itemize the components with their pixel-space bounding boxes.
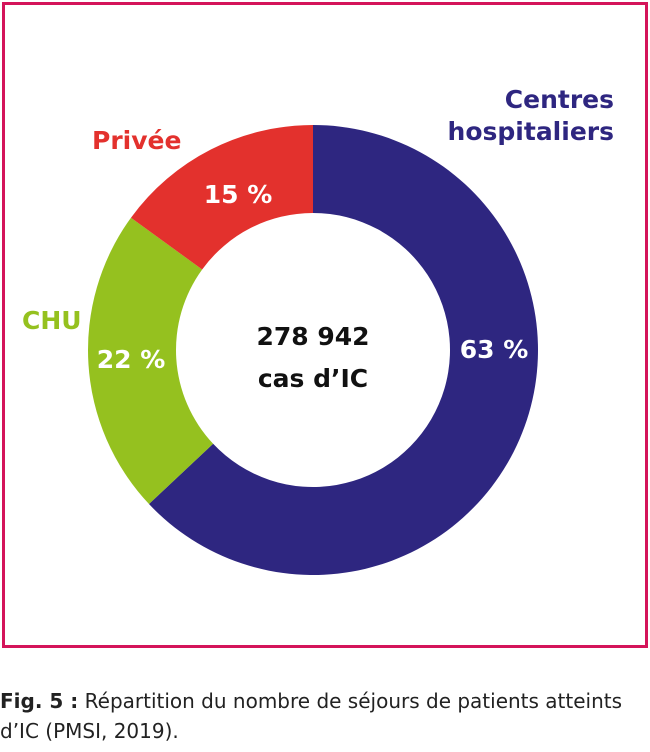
center-text: cas d’IC — [258, 364, 368, 393]
category-label: CHU — [22, 306, 82, 335]
chart: 63 % 22 % 15 % 278 942 cas d’IC — [87, 125, 539, 575]
caption-text: Répartition du nombre de séjours de pati… — [0, 689, 623, 743]
donut-segment — [148, 125, 539, 575]
chart-frame — [2, 2, 648, 648]
category-label: Privée — [92, 126, 182, 155]
value-label: 22 % — [97, 345, 166, 374]
donut-segment — [130, 125, 313, 270]
center-text: 278 942 — [256, 322, 369, 351]
caption-label: Fig. 5 : — [0, 689, 79, 713]
donut-segment — [87, 217, 214, 505]
caption: Fig. 5 : Répartition du nombre de séjour… — [0, 686, 650, 746]
value-label: 15 % — [204, 180, 273, 209]
category-label: Centres hospitaliers — [447, 85, 614, 146]
value-label: 63 % — [460, 335, 529, 364]
